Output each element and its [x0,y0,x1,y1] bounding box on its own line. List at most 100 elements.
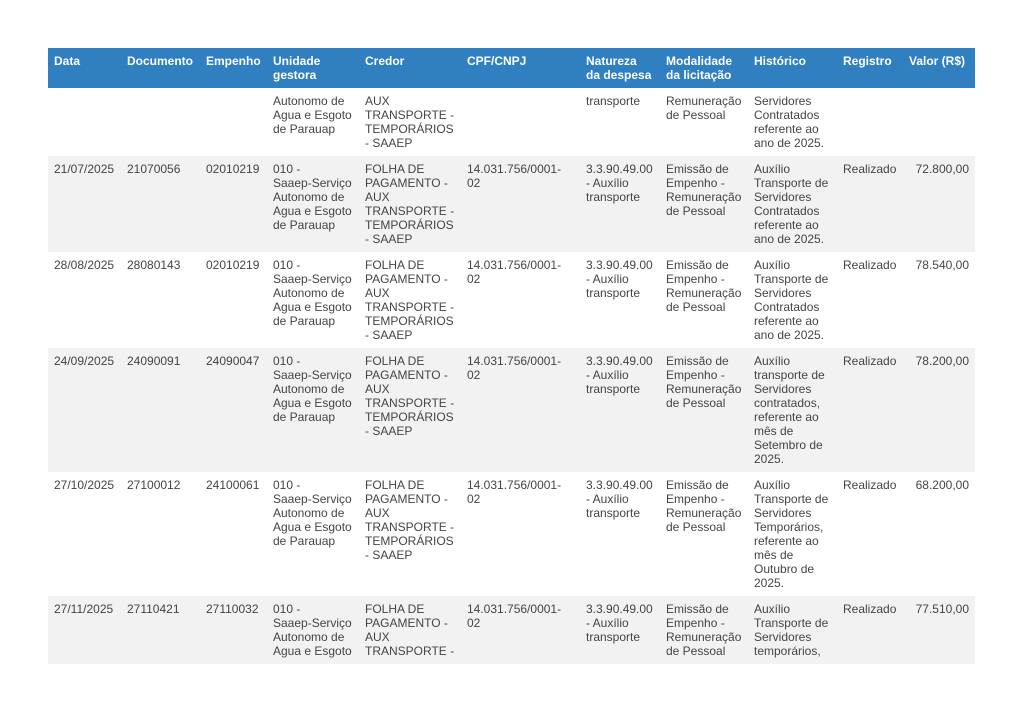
table-cell: Realizado [837,472,903,596]
cell-line: 28/08/2025 [54,258,115,272]
cell-line: Servidores [754,506,812,520]
cell-line: FOLHA DE [365,478,425,492]
table-cell: 72.800,00 [903,156,975,252]
cell-line: Contratados [754,108,820,122]
cell-line: Servidores [754,382,812,396]
cell-line: Agua e Esgoto [273,520,352,534]
table-row: 24/09/2025 24090091 24090047 010 - Saaep-Ser… [48,348,975,472]
table-row: 28/08/2025 28080143 02010219 010 - Saaep-Ser… [48,252,975,348]
cell-line: Auxílio [754,162,791,176]
table-cell: 21070056 [121,156,200,252]
cell-line: Credor [365,54,405,68]
cell-line: Remuneração [666,506,742,520]
cell-line: 24090091 [127,354,181,368]
cell-line: Saaep-Serviço [273,272,352,286]
cell-line: FOLHA DE [365,258,425,272]
cell-line: AUX [365,286,390,300]
cell-line: TRANSPORTE - [365,108,455,122]
cell-line: Documento [127,54,193,68]
cell-line: 3.3.90.49.00 [586,478,653,492]
cell-line: Realizado [843,478,897,492]
cell-line: PAGAMENTO - [365,272,448,286]
table-cell: Auxílio Transporte de Servidores Temporário… [748,472,837,596]
table-cell: Realizado [837,596,903,664]
cell-line: Remuneração [666,630,742,644]
cell-line: 27100012 [127,478,181,492]
table-row: Autonomo de Agua e Esgoto de Parauap AUX TRA… [48,88,975,156]
cell-line: PAGAMENTO - [365,616,448,630]
table-cell [903,88,975,156]
cell-line: 27110032 [206,602,259,616]
cell-line: Emissão de [666,354,729,368]
cell-line: 72.800,00 [915,162,969,176]
header-cell: Empenho [200,48,267,88]
table-cell: 78.200,00 [903,348,975,472]
cell-line: TEMPORÁRIOS [365,122,454,136]
cell-line: Autonomo de [273,382,345,396]
cell-line: 27/10/2025 [54,478,115,492]
cell-line: mês de [754,424,794,438]
table-cell: Auxílio Transporte de Servidores temporário… [748,596,837,664]
table-cell: Realizado [837,156,903,252]
cell-line: transporte [586,94,641,108]
cell-line: Auxílio [754,258,791,272]
cell-line: transporte [586,190,641,204]
table-cell: Auxílio Transporte de Servidores Contratado… [748,156,837,252]
cell-line: - Auxílio [586,368,629,382]
cell-line: Valor (R$) [909,54,966,68]
cell-line: Servidores [754,190,812,204]
cell-line: Realizado [843,602,897,616]
table-cell: 27/11/2025 [48,596,121,664]
cell-line: de Pessoal [666,644,726,658]
cell-line: - SAAEP [365,136,413,150]
cell-line: contratados, [754,396,821,410]
cell-line: 27/11/2025 [54,602,114,616]
header-cell: Natureza da despesa [580,48,660,88]
cell-line: Emissão de [666,258,729,272]
table-cell: Realizado [837,348,903,472]
table-cell: Emissão de Empenho - Remuneração de Pessoal [660,252,748,348]
cell-line: Agua e Esgoto [273,108,352,122]
cell-line: PAGAMENTO - [365,492,448,506]
cell-line: Unidade [273,54,321,68]
cell-line: de Parauap [273,218,336,232]
table-row: 27/11/2025 27110421 27110032 010 - Saaep-Ser… [48,596,975,664]
table-cell [200,88,267,156]
cell-line: 010 - [273,162,301,176]
cell-line: Realizado [843,354,897,368]
table-cell: Autonomo de Agua e Esgoto de Parauap [267,88,359,156]
table-cell: 68.200,00 [903,472,975,596]
cell-line: referente ao [754,410,819,424]
cell-line: AUX [365,94,390,108]
cell-line: 2025. [754,452,785,466]
cell-line: - Auxílio [586,616,629,630]
cell-line: TRANSPORTE - [365,644,455,658]
cell-line: de Pessoal [666,204,726,218]
cell-line: PAGAMENTO - [365,176,448,190]
table-cell: 14.031.756/0001-02 [461,156,580,252]
header-cell: Modalidade da licitação [660,48,748,88]
cell-line: 28080143 [127,258,181,272]
cell-line: Empenho - [666,616,725,630]
header-cell: Registro [837,48,903,88]
table-cell: 010 - Saaep-Serviço Autonomo de Agua e Esgo… [267,252,359,348]
cell-line: ano de 2025. [754,136,825,150]
table-cell: Emissão de Empenho - Remuneração de Pessoal [660,596,748,664]
cell-line: FOLHA DE [365,602,425,616]
cell-line: - SAAEP [365,424,413,438]
cell-line: 78.540,00 [915,258,969,272]
cell-line: 3.3.90.49.00 [586,602,653,616]
header-cell: Documento [121,48,200,88]
cell-line: Remuneração [666,286,742,300]
cell-line: Contratados [754,300,820,314]
cell-line: CPF/CNPJ [467,54,527,68]
cell-line: Saaep-Serviço [273,176,352,190]
cell-line: TRANSPORTE - [365,204,455,218]
table-cell: 14.031.756/0001-02 [461,348,580,472]
table-row: 27/10/2025 27100012 24100061 010 - Saaep-Ser… [48,472,975,596]
cell-line: de Pessoal [666,300,726,314]
cell-line: transporte [586,630,641,644]
cell-line: 010 - [273,258,301,272]
table-cell: Realizado [837,252,903,348]
cell-line: 14.031.756/0001-02 [467,258,562,286]
